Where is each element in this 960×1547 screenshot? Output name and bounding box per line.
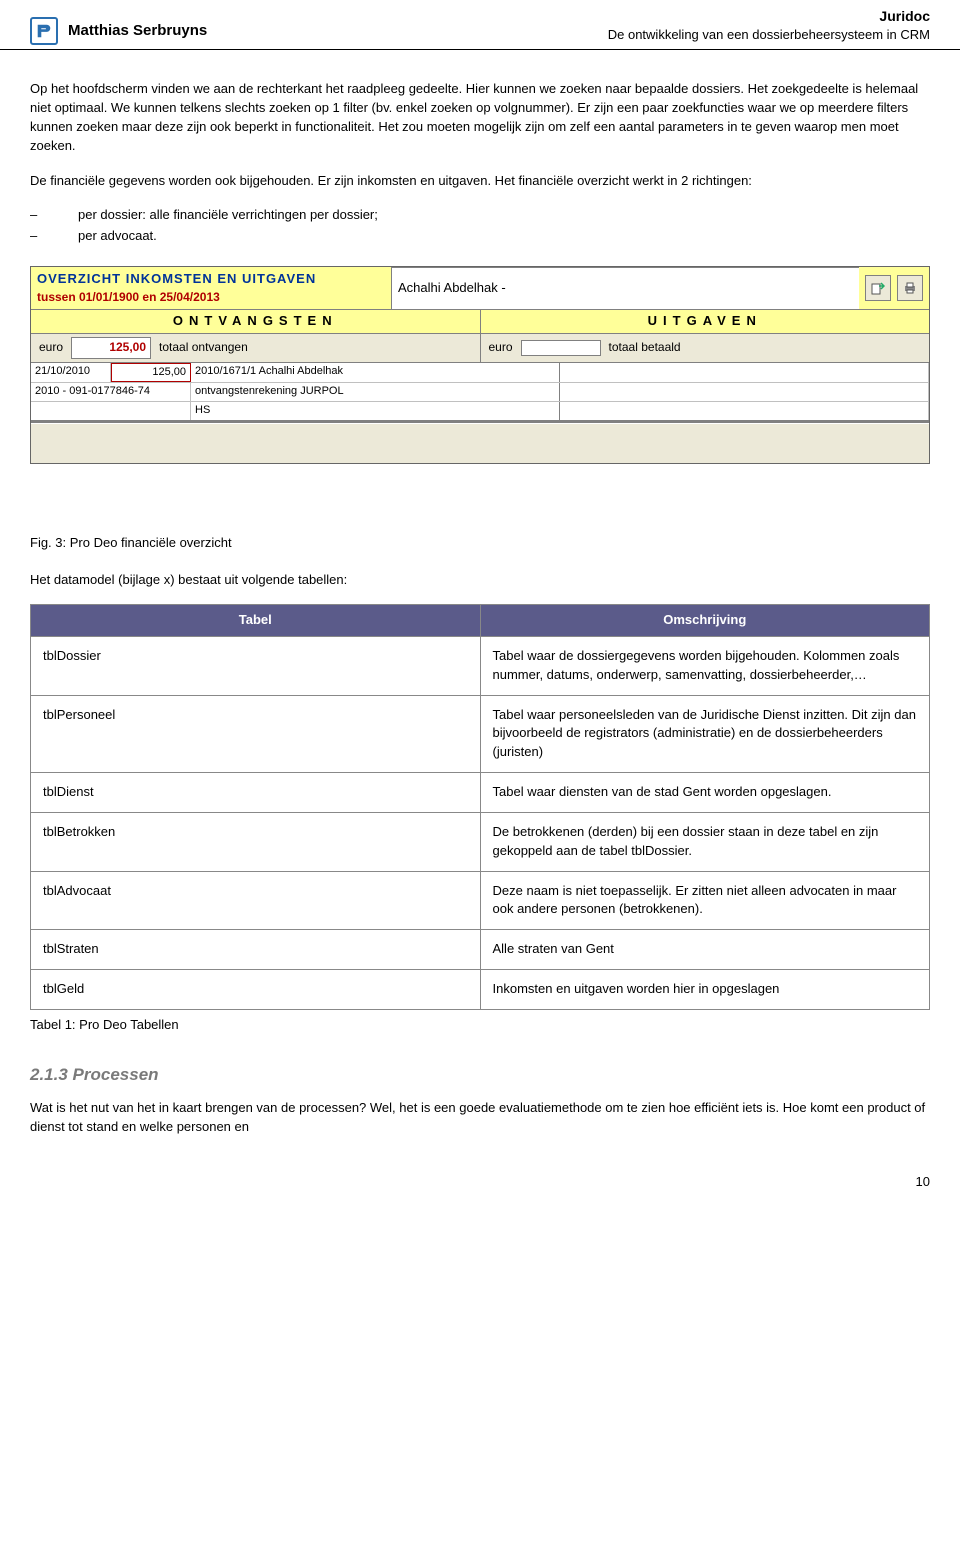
table-row: tblDienstTabel waar diensten van de stad…: [31, 773, 930, 813]
logo-icon: [30, 17, 58, 45]
doc-subtitle: De ontwikkeling van een dossierbeheersys…: [608, 26, 930, 45]
cell-desc: HS: [191, 402, 560, 420]
cell-empty: [560, 402, 929, 420]
cell-date: 21/10/2010: [31, 363, 111, 383]
cell-name: tblGeld: [31, 970, 481, 1010]
ss-title-block: OVERZICHT INKOMSTEN EN UITGAVEN tussen 0…: [31, 267, 391, 309]
ss-row: 2010 - 091-0177846-74 ontvangstenrekenin…: [31, 383, 929, 402]
cell-desc: Tabel waar de dossiergegevens worden bij…: [480, 636, 930, 695]
table-row: tblDossierTabel waar de dossiergegevens …: [31, 636, 930, 695]
table-row: tblPersoneelTabel waar personeelsleden v…: [31, 695, 930, 773]
export-icon[interactable]: [865, 275, 891, 301]
ss-col-ontvangsten: ONTVANGSTEN: [31, 310, 481, 333]
print-icon[interactable]: [897, 275, 923, 301]
table-row: tblStratenAlle straten van Gent: [31, 930, 930, 970]
euro-label: euro: [489, 339, 513, 356]
cell-desc: ontvangstenrekening JURPOL: [191, 383, 560, 401]
table-row: tblGeldInkomsten en uitgaven worden hier…: [31, 970, 930, 1010]
cell-desc: Alle straten van Gent: [480, 930, 930, 970]
cell-empty: [560, 363, 929, 383]
section-heading: 2.1.3 Processen: [30, 1063, 930, 1088]
total-received-value: 125,00: [71, 337, 151, 358]
ss-header-row: OVERZICHT INKOMSTEN EN UITGAVEN tussen 0…: [31, 267, 929, 309]
page-number: 10: [0, 1163, 960, 1212]
ss-date-range: tussen 01/01/1900 en 25/04/2013: [37, 289, 385, 306]
cell-name: tblDossier: [31, 636, 481, 695]
author-name: Matthias Serbruyns: [68, 20, 207, 42]
page-content: Op het hoofdscherm vinden we aan de rech…: [0, 50, 960, 1163]
ss-col-uitgaven: UITGAVEN: [481, 310, 930, 333]
table-row: tblAdvocaatDeze naam is niet toepasselij…: [31, 871, 930, 930]
cell-name: tblBetrokken: [31, 812, 481, 871]
total-paid-value: [521, 340, 601, 356]
cell-date: 2010 - 091-0177846-74: [31, 383, 191, 401]
cell-amount: 125,00: [111, 363, 191, 383]
total-received-label: totaal ontvangen: [159, 339, 248, 356]
cell-desc: De betrokkenen (derden) bij een dossier …: [480, 812, 930, 871]
table-intro: Het datamodel (bijlage x) bestaat uit vo…: [30, 571, 930, 590]
bullet-list: per dossier: alle financiële verrichting…: [30, 206, 930, 246]
ss-overview-title: OVERZICHT INKOMSTEN EN UITGAVEN: [37, 270, 385, 289]
cell-desc: Deze naam is niet toepasselijk. Er zitte…: [480, 871, 930, 930]
total-paid-label: totaal betaald: [609, 339, 681, 356]
table-caption: Tabel 1: Pro Deo Tabellen: [30, 1016, 930, 1035]
paragraph-3: Wat is het nut van het in kaart brengen …: [30, 1099, 930, 1137]
cell-name: tblPersoneel: [31, 695, 481, 773]
list-item: per dossier: alle financiële verrichting…: [30, 206, 930, 225]
euro-label: euro: [39, 339, 63, 356]
list-item: per advocaat.: [30, 227, 930, 246]
cell-desc: Inkomsten en uitgaven worden hier in opg…: [480, 970, 930, 1010]
table-row: tblBetrokkenDe betrokkenen (derden) bij …: [31, 812, 930, 871]
cell-empty: [560, 383, 929, 401]
cell-desc: 2010/1671/1 Achalhi Abdelhak: [191, 363, 560, 383]
ss-total-received: euro 125,00 totaal ontvangen: [31, 334, 481, 361]
header-right: Juridoc De ontwikkeling van een dossierb…: [608, 6, 930, 45]
data-model-table: Tabel Omschrijving tblDossierTabel waar …: [30, 604, 930, 1010]
table-header-tabel: Tabel: [31, 605, 481, 637]
ss-column-headers: ONTVANGSTEN UITGAVEN: [31, 309, 929, 334]
paragraph-1: Op het hoofdscherm vinden we aan de rech…: [30, 80, 930, 155]
app-screenshot: OVERZICHT INKOMSTEN EN UITGAVEN tussen 0…: [30, 266, 930, 464]
cell-desc: Tabel waar personeelsleden van de Juridi…: [480, 695, 930, 773]
ss-row: 21/10/2010 125,00 2010/1671/1 Achalhi Ab…: [31, 363, 929, 384]
cell-date: [31, 402, 191, 420]
ss-data-rows: 21/10/2010 125,00 2010/1671/1 Achalhi Ab…: [31, 363, 929, 424]
ss-row: HS: [31, 402, 929, 423]
header-left: Matthias Serbruyns: [30, 17, 207, 45]
ss-name-field[interactable]: Achalhi Abdelhak -: [391, 267, 859, 309]
ss-totals-row: euro 125,00 totaal ontvangen euro totaal…: [31, 334, 929, 362]
cell-name: tblStraten: [31, 930, 481, 970]
cell-desc: Tabel waar diensten van de stad Gent wor…: [480, 773, 930, 813]
cell-name: tblAdvocaat: [31, 871, 481, 930]
ss-toolbar: [859, 267, 929, 309]
ss-total-paid: euro totaal betaald: [481, 334, 930, 361]
cell-name: tblDienst: [31, 773, 481, 813]
table-header-omschrijving: Omschrijving: [480, 605, 930, 637]
figure-caption: Fig. 3: Pro Deo financiële overzicht: [30, 534, 930, 553]
ss-footer-area: [31, 423, 929, 463]
paragraph-2: De financiële gegevens worden ook bijgeh…: [30, 172, 930, 191]
doc-title: Juridoc: [608, 6, 930, 26]
page-header: Matthias Serbruyns Juridoc De ontwikkeli…: [0, 0, 960, 50]
